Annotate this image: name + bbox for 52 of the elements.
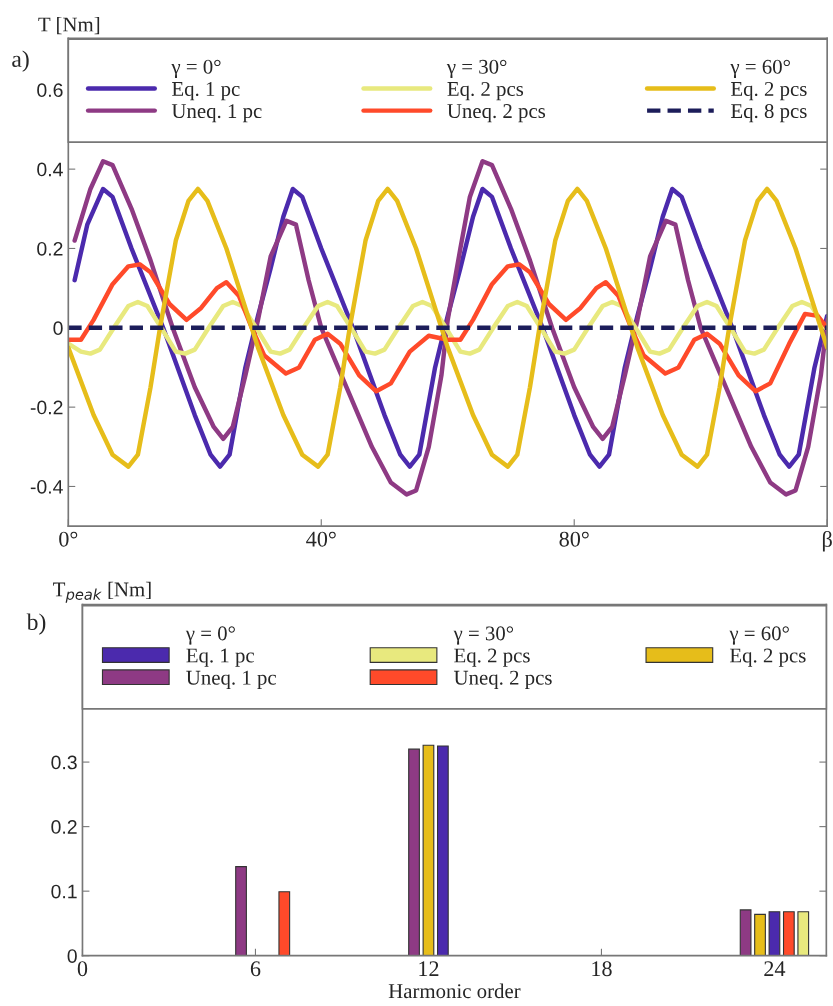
annotation: γ = 60°: [730, 59, 790, 79]
y-tick-label: 0.2: [37, 241, 63, 256]
x-tick-label: 0°: [59, 531, 78, 547]
y-tick-label: 0: [67, 949, 77, 963]
y-tick-label: 0: [53, 321, 63, 336]
y-tick-label: -0.2: [30, 400, 63, 415]
y-tick-label: 0.3: [51, 755, 77, 770]
y-axis-title: T$_{peak}$ [Nm]: [53, 581, 151, 603]
legend-label: Eq. 2 pcs: [731, 81, 807, 101]
y-tick-label: 0.4: [37, 162, 63, 177]
bar: [754, 913, 766, 956]
x-tick-label: β: [822, 531, 832, 552]
chart-title: a): [12, 50, 29, 72]
bar: [278, 891, 291, 956]
y-tick-label: 0.6: [37, 83, 63, 98]
legend-label: Eq. 1 pc: [172, 82, 240, 101]
line-series: [72, 158, 828, 497]
y-tick-label: 0.2: [51, 820, 77, 834]
bar: [422, 744, 435, 956]
y-tick-label: -0.4: [30, 479, 63, 494]
x-tick-label: 18: [592, 961, 612, 977]
bar: [235, 866, 247, 956]
x-tick-label: 80°: [559, 531, 589, 547]
y-axis-title: T [Nm]: [38, 16, 100, 35]
bar: [768, 911, 781, 956]
annotation: γ = 0°: [185, 626, 235, 645]
annotation: γ = 60°: [729, 626, 789, 645]
annotation: γ = 0°: [171, 59, 221, 79]
bar: [782, 911, 795, 956]
x-tick-label: 40°: [306, 531, 336, 547]
legend-label: Uneq. 1 pc: [171, 104, 262, 123]
legend-label: Uneq. 1 pc: [186, 670, 276, 689]
x-tick-label: 24: [764, 961, 786, 976]
legend-label: Eq. 2 pcs: [729, 648, 806, 667]
chart-title: b): [26, 613, 46, 635]
bar: [797, 911, 810, 956]
x-tick-label: 6: [250, 961, 261, 977]
legend-label: Eq. 2 pcs: [447, 81, 524, 101]
legend-label: Eq. 2 pcs: [454, 648, 530, 667]
bar: [436, 745, 449, 956]
bar: [408, 748, 420, 956]
x-axis-title: Harmonic order: [388, 983, 521, 999]
bar: [739, 909, 752, 956]
legend-label: Uneq. 2 pcs: [447, 104, 546, 123]
legend-label: Eq. 1 pc: [186, 648, 255, 667]
annotation: γ = 30°: [453, 626, 514, 645]
x-tick-label: 0: [77, 961, 88, 977]
legend-label: Uneq. 2 pcs: [453, 670, 552, 689]
annotation: γ = 30°: [446, 59, 507, 79]
x-tick-label: 12: [419, 961, 439, 976]
legend-label: Eq. 8 pcs: [731, 104, 807, 123]
y-tick-label: 0.1: [51, 884, 77, 899]
